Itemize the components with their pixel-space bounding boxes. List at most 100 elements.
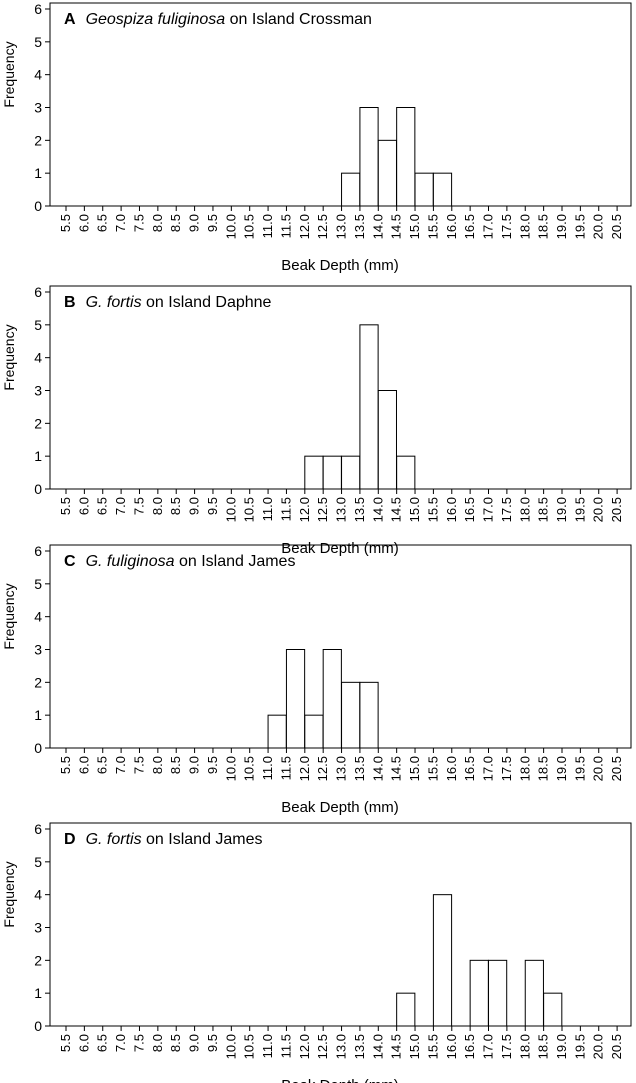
y-axis-label: Frequency <box>1 324 17 390</box>
y-tick-label: 6 <box>34 284 42 300</box>
x-tick-label: 20.0 <box>591 756 606 781</box>
y-tick-label: 1 <box>34 707 42 723</box>
x-tick-label: 19.5 <box>572 1034 587 1059</box>
panel-letter: D <box>64 831 76 848</box>
x-tick-label: 16.0 <box>444 756 459 781</box>
x-tick-label: 13.5 <box>352 1034 367 1059</box>
x-tick-label: 17.5 <box>499 1034 514 1059</box>
x-tick-label: 19.5 <box>572 497 587 522</box>
x-tick-label: 6.5 <box>95 1034 110 1052</box>
x-tick-label: 18.5 <box>536 214 551 239</box>
x-tick-label: 5.5 <box>58 1034 73 1052</box>
x-tick-label: 11.0 <box>260 214 275 238</box>
panel-title: B G. fortis on Island Daphne <box>64 294 272 311</box>
histogram-bar <box>414 172 434 207</box>
x-tick-label: 7.5 <box>131 756 146 774</box>
x-tick-label: 14.5 <box>389 1034 404 1059</box>
x-tick-label: 9.0 <box>187 756 202 774</box>
y-tick-label: 5 <box>34 34 42 50</box>
x-tick-label: 20.5 <box>609 497 624 522</box>
y-tick-label: 3 <box>34 383 42 399</box>
x-tick-label: 16.5 <box>462 1034 477 1059</box>
histogram-bar <box>432 894 453 1027</box>
x-tick-label: 19.0 <box>554 214 569 239</box>
x-tick-label: 16.0 <box>444 497 459 522</box>
histogram-bar <box>543 992 563 1027</box>
panel-species: G. fortis <box>86 294 142 311</box>
x-axis-label: Beak Depth (mm) <box>281 257 399 274</box>
x-tick-label: 10.5 <box>242 214 257 239</box>
histogram-bar <box>377 390 397 490</box>
x-tick-label: 8.5 <box>168 756 183 774</box>
panel-location: on Island James <box>175 553 296 570</box>
y-tick-label: 4 <box>34 887 42 903</box>
x-tick-label: 15.0 <box>407 497 422 522</box>
x-tick-label: 13.0 <box>334 214 349 239</box>
x-tick-label: 13.5 <box>352 214 367 239</box>
x-tick-label: 15.0 <box>407 214 422 239</box>
y-axis-label: Frequency <box>1 41 17 107</box>
x-tick-label: 7.0 <box>113 497 128 515</box>
x-tick-label: 12.0 <box>297 214 312 239</box>
y-tick-label: 1 <box>34 448 42 464</box>
x-tick-label: 19.0 <box>554 497 569 522</box>
panel-location: on Island Daphne <box>142 294 272 311</box>
panel-title: A Geospiza fuliginosa on Island Crossman <box>64 11 372 28</box>
x-tick-label: 12.0 <box>297 497 312 522</box>
histogram-panel-b: B G. fortis on Island Daphne 0 1 2 3 4 5 6 Freque… <box>1 284 632 557</box>
x-tick-label: 18.5 <box>536 756 551 781</box>
x-tick-label: 15.5 <box>425 1034 440 1059</box>
x-tick-label: 18.0 <box>517 756 532 781</box>
x-tick-label: 20.0 <box>591 1034 606 1059</box>
x-tick-label: 9.5 <box>205 1034 220 1052</box>
y-tick-label: 3 <box>34 642 42 658</box>
histogram-bar <box>396 992 416 1027</box>
y-tick-label: 5 <box>34 854 42 870</box>
histogram-bar <box>359 324 379 490</box>
x-tick-label: 13.5 <box>352 756 367 781</box>
y-axis-label: Frequency <box>1 583 17 649</box>
x-tick-label: 14.0 <box>370 756 385 781</box>
x-tick-label: 8.0 <box>150 497 165 515</box>
x-tick-label: 9.5 <box>205 756 220 774</box>
x-tick-label: 12.5 <box>315 756 330 781</box>
histogram-bar <box>377 139 397 207</box>
histogram-bar <box>267 714 287 749</box>
x-tick-label: 7.5 <box>131 214 146 232</box>
panel-letter: C <box>64 553 76 570</box>
x-tick-label: 10.5 <box>242 497 257 522</box>
x-tick-label: 7.0 <box>113 756 128 774</box>
x-tick-label: 10.0 <box>223 214 238 239</box>
x-tick-label: 15.5 <box>425 756 440 781</box>
x-tick-label: 7.5 <box>131 497 146 515</box>
y-tick-label: 4 <box>34 67 42 83</box>
x-tick-label: 10.5 <box>242 1034 257 1059</box>
y-tick-label: 1 <box>34 985 42 1001</box>
x-tick-label: 9.0 <box>187 214 202 232</box>
histogram-panel-c: C G. fuliginosa on Island James 0 1 2 3 4 5 6 Fre… <box>1 543 632 816</box>
histogram-bar <box>341 172 361 207</box>
histogram-bar <box>304 455 324 490</box>
x-tick-label: 17.5 <box>499 756 514 781</box>
y-tick-label: 5 <box>34 576 42 592</box>
histogram-bar <box>359 681 379 749</box>
histogram-bar <box>469 959 489 1027</box>
x-tick-label: 11.0 <box>260 1034 275 1058</box>
panel-title: D G. fortis on Island James <box>64 831 263 848</box>
x-tick-label: 18.5 <box>536 497 551 522</box>
histogram-bar <box>396 107 416 207</box>
x-tick-label: 5.5 <box>58 214 73 232</box>
panel-species: G. fortis <box>86 831 142 848</box>
histogram-bar <box>322 455 342 490</box>
x-tick-label: 16.5 <box>462 497 477 522</box>
histogram-panel-a: A Geospiza fuliginosa on Island Crossman 0… <box>1 1 632 274</box>
x-tick-label: 8.0 <box>150 756 165 774</box>
panel-location: on Island James <box>142 831 263 848</box>
x-tick-label: 12.5 <box>315 497 330 522</box>
x-tick-label: 15.5 <box>425 497 440 522</box>
x-tick-label: 15.5 <box>425 214 440 239</box>
y-tick-label: 6 <box>34 543 42 559</box>
x-tick-label: 20.5 <box>609 756 624 781</box>
panel-letter: B <box>64 294 76 311</box>
x-tick-label: 17.5 <box>499 214 514 239</box>
